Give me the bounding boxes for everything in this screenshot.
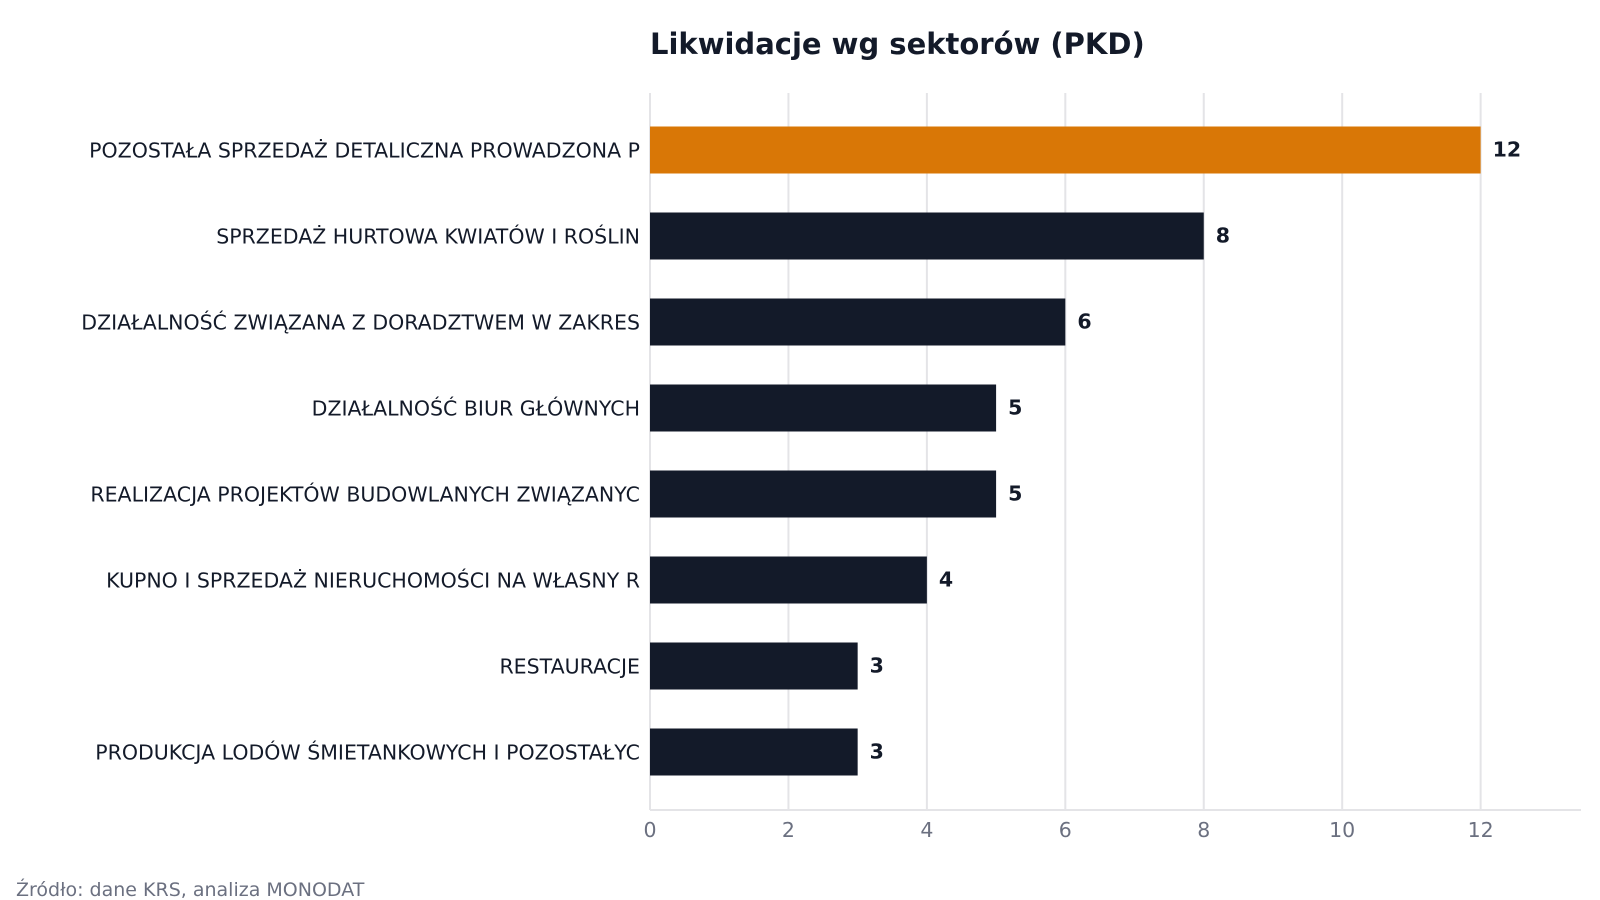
x-axis: 0 2 4 6 8 10 12 xyxy=(643,809,1581,842)
category-label: SPRZEDAŻ HURTOWA KWIATÓW I ROŚLIN xyxy=(216,224,640,249)
category-label: RESTAURACJE xyxy=(499,655,640,679)
category-label: PRODUKCJA LODÓW ŚMIETANKOWYCH I POZOSTAŁ… xyxy=(95,740,640,765)
value-label: 8 xyxy=(1216,224,1230,248)
x-tick-label: 6 xyxy=(1059,818,1072,842)
x-tick-label: 0 xyxy=(643,818,656,842)
x-tick-label: 12 xyxy=(1468,818,1494,842)
category-label: DZIAŁALNOŚĆ ZWIĄZANA Z DORADZTWEM W ZAKR… xyxy=(81,310,640,335)
bar xyxy=(650,470,997,518)
value-label: 5 xyxy=(1008,482,1022,506)
value-label: 6 xyxy=(1077,310,1091,334)
x-tick-label: 2 xyxy=(782,818,795,842)
x-tick-label: 8 xyxy=(1197,818,1210,842)
bar xyxy=(650,212,1204,260)
bar xyxy=(650,384,997,432)
value-label: 4 xyxy=(939,568,953,592)
bar xyxy=(650,728,858,776)
category-label: KUPNO I SPRZEDAŻ NIERUCHOMOŚCI NA WŁASNY… xyxy=(106,568,640,593)
bar xyxy=(650,126,1481,174)
category-label: POZOSTAŁA SPRZEDAŻ DETALICZNA PROWADZONA… xyxy=(89,138,640,163)
source-note: Źródło: dane KRS, analiza MONODAT xyxy=(16,878,365,900)
value-label: 3 xyxy=(870,740,884,764)
grid-layer xyxy=(649,93,1482,810)
category-label: REALIZACJA PROJEKTÓW BUDOWLANYCH ZWIĄZAN… xyxy=(90,482,640,507)
bar xyxy=(650,556,927,604)
chart-title: Likwidacje wg sektorów (PKD) xyxy=(650,27,1145,61)
value-label: 5 xyxy=(1008,396,1022,420)
labels-layer: POZOSTAŁA SPRZEDAŻ DETALICZNA PROWADZONA… xyxy=(81,138,1521,765)
bar xyxy=(650,642,858,690)
value-label: 12 xyxy=(1493,138,1522,162)
bars-layer xyxy=(650,126,1481,776)
category-label: DZIAŁALNOŚĆ BIUR GŁÓWNYCH xyxy=(312,396,640,421)
value-label: 3 xyxy=(870,654,884,678)
x-tick-label: 4 xyxy=(920,818,933,842)
x-tick-label: 10 xyxy=(1329,818,1355,842)
bar xyxy=(650,298,1066,346)
